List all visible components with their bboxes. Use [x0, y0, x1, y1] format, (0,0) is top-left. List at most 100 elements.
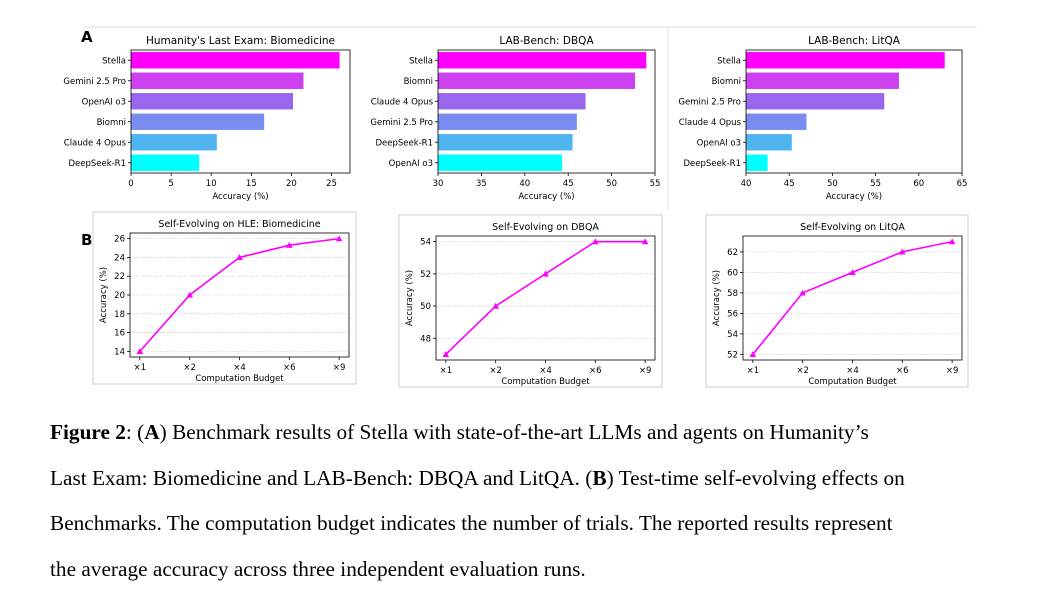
- x-tick-label: ×2: [796, 366, 809, 376]
- x-tick-label: 20: [286, 179, 297, 189]
- line-chart-border: [399, 215, 662, 387]
- y-tick-label: DeepSeek-R1: [68, 159, 126, 169]
- bar-chart-title: LAB-Bench: LitQA: [808, 35, 901, 47]
- x-tick-label: ×9: [639, 366, 652, 376]
- bar: [746, 52, 945, 68]
- x-tick-label: 10: [206, 179, 217, 189]
- bar: [131, 134, 217, 150]
- y-tick-label: Gemini 2.5 Pro: [370, 118, 433, 128]
- y-tick-label: 26: [114, 235, 125, 245]
- bar: [746, 73, 899, 89]
- x-tick-label: ×1: [134, 363, 147, 373]
- y-tick-label: Biomni: [712, 77, 741, 87]
- bar: [746, 114, 806, 130]
- x-axis-label: Accuracy (%): [826, 192, 882, 202]
- y-axis-label: Accuracy (%): [405, 270, 415, 326]
- x-tick-label: ×9: [333, 363, 346, 373]
- x-axis-label: Computation Budget: [808, 377, 897, 387]
- bar: [438, 73, 635, 89]
- x-tick-label: 30: [433, 179, 444, 189]
- bar: [438, 114, 577, 130]
- charts-group: Humanity's Last Exam: BiomedicineStellaG…: [63, 35, 968, 387]
- y-axis-label: Accuracy (%): [712, 270, 722, 326]
- y-tick-label: Stella: [102, 56, 126, 66]
- x-tick-label: ×4: [846, 366, 859, 376]
- y-tick-label: Gemini 2.5 Pro: [678, 97, 741, 107]
- bar-chart-3: LAB-Bench: LitQA Stella Biomni Gemini 2.5 P…: [678, 35, 967, 202]
- line-chart-title: Self-Evolving on LitQA: [800, 222, 905, 233]
- x-tick-label: ×1: [440, 366, 453, 376]
- y-tick-label: OpenAI o3: [389, 159, 433, 169]
- y-tick-label: 56: [727, 309, 738, 319]
- y-tick-label: 18: [114, 310, 125, 320]
- line-chart-border: [706, 215, 968, 387]
- y-tick-label: 62: [727, 248, 738, 258]
- x-tick-label: ×2: [489, 366, 502, 376]
- bar: [131, 93, 293, 109]
- panel-label-a: A: [81, 28, 93, 46]
- bar: [746, 134, 792, 150]
- line-chart-title: Self-Evolving on DBQA: [492, 222, 599, 233]
- x-tick-label: ×4: [539, 366, 552, 376]
- caption-figure-label: Figure 2: [50, 420, 126, 444]
- y-tick-label: 54: [420, 238, 431, 248]
- panel-label-b: B: [81, 231, 92, 249]
- caption-line-3: Benchmarks. The computation budget indic…: [50, 501, 1010, 547]
- y-tick-label: 22: [114, 272, 125, 282]
- x-tick-label: 55: [650, 179, 661, 189]
- y-tick-label: Stella: [717, 56, 741, 66]
- x-tick-label: 60: [913, 179, 924, 189]
- bar: [131, 155, 199, 171]
- x-axis-label: Accuracy (%): [212, 192, 268, 202]
- line-chart-border: [93, 212, 356, 384]
- x-tick-label: ×2: [183, 363, 196, 373]
- y-tick-label: OpenAI o3: [82, 97, 126, 107]
- y-tick-label: Claude 4 Opus: [64, 138, 127, 148]
- y-tick-label: Claude 4 Opus: [371, 97, 434, 107]
- x-axis-label: Computation Budget: [195, 374, 284, 384]
- caption-line-4: the average accuracy across three indepe…: [50, 547, 1010, 592]
- bar: [131, 114, 264, 130]
- y-tick-label: Claude 4 Opus: [679, 118, 742, 128]
- x-tick-label: 45: [563, 179, 574, 189]
- bar: [438, 155, 562, 171]
- x-tick-label: ×9: [946, 366, 959, 376]
- line-chart-3: Self-Evolving on LitQA525456586062×1×2×4…: [706, 215, 968, 387]
- y-tick-label: 48: [420, 334, 431, 344]
- bar: [746, 155, 768, 171]
- bar: [131, 52, 340, 68]
- x-tick-label: 65: [957, 179, 968, 189]
- x-tick-label: 55: [870, 179, 881, 189]
- x-tick-label: ×1: [747, 366, 760, 376]
- line-chart-1: Self-Evolving on HLE: Biomedicine1416182…: [93, 212, 356, 384]
- x-tick-label: 40: [741, 179, 752, 189]
- x-tick-label: 25: [326, 179, 337, 189]
- caption-line-1: Figure 2: (A) Benchmark results of Stell…: [50, 410, 1010, 456]
- bar-chart-1: Humanity's Last Exam: BiomedicineStellaG…: [63, 35, 350, 202]
- bar: [438, 93, 586, 109]
- y-tick-label: DeepSeek-R1: [683, 159, 741, 169]
- y-tick-label: Biomni: [404, 77, 433, 87]
- bar: [438, 134, 573, 150]
- x-tick-label: 50: [606, 179, 617, 189]
- y-axis-label: Accuracy (%): [99, 267, 109, 323]
- y-tick-label: Gemini 2.5 Pro: [63, 77, 126, 87]
- x-tick-label: ×6: [283, 363, 296, 373]
- y-tick-label: 24: [114, 253, 125, 263]
- bar: [438, 52, 646, 68]
- x-tick-label: ×6: [896, 366, 909, 376]
- line-chart-2: Self-Evolving on DBQA48505254×1×2×4×6×9C…: [399, 215, 662, 387]
- caption-letter-b: B: [592, 466, 606, 490]
- figure-canvas: Humanity's Last Exam: BiomedicineStellaG…: [0, 0, 1053, 400]
- x-tick-label: ×4: [233, 363, 246, 373]
- caption-letter-a: A: [144, 420, 159, 444]
- y-tick-label: DeepSeek-R1: [375, 138, 433, 148]
- x-axis-label: Accuracy (%): [518, 192, 574, 202]
- x-tick-label: ×6: [589, 366, 602, 376]
- x-tick-label: 0: [128, 179, 133, 189]
- y-tick-label: 54: [727, 330, 738, 340]
- x-tick-label: 15: [246, 179, 257, 189]
- x-tick-label: 40: [519, 179, 530, 189]
- figure-caption: Figure 2: (A) Benchmark results of Stell…: [50, 410, 1010, 592]
